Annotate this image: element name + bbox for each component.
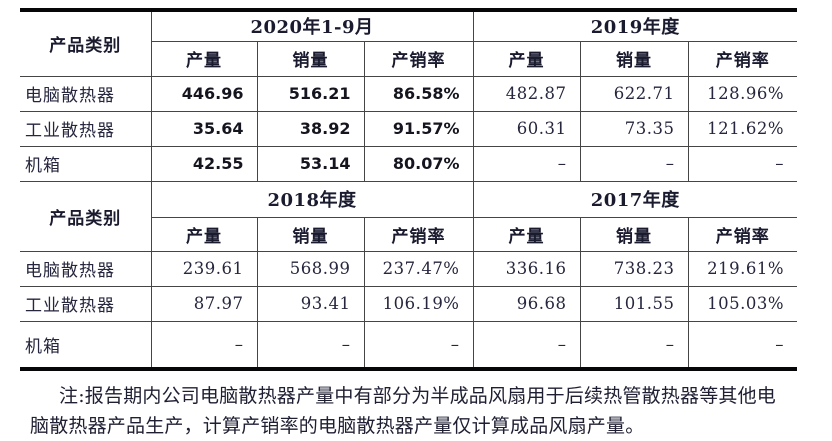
value-cell: 86.58% <box>363 75 474 112</box>
value-cell: 60.31 <box>472 110 581 147</box>
value-cell: 738.23 <box>579 250 689 287</box>
subheader-ratio: 产销率 <box>363 40 474 77</box>
value-cell: 482.87 <box>472 75 581 112</box>
value-cell: – <box>150 320 258 370</box>
value-cell: – <box>472 320 581 370</box>
table-row: 机箱 42.55 53.14 80.07% – – – <box>20 145 798 182</box>
value-cell: – <box>687 320 798 370</box>
value-cell: 237.47% <box>363 250 474 287</box>
value-cell: 219.61% <box>687 250 798 287</box>
category-cell: 机箱 <box>20 320 152 370</box>
table-header-row-periods-2: 产品类别 2018年度 2017年度 <box>20 180 798 252</box>
value-cell: – <box>472 145 581 182</box>
value-cell: – <box>363 320 474 370</box>
table-row: 机箱 – – – – – – <box>20 320 798 370</box>
table-row: 工业散热器 35.64 38.92 91.57% 60.31 73.35 121… <box>20 110 798 147</box>
value-cell: 446.96 <box>150 75 258 112</box>
category-cell: 机箱 <box>20 145 152 182</box>
subheader-sales: 销量 <box>579 40 689 77</box>
value-cell: – <box>579 145 689 182</box>
subheader-production: 产量 <box>151 216 258 252</box>
production-sales-table: 产品类别 2020年1-9月 2019年度 产量 销量 产销率 产量 销量 产销… <box>20 8 798 371</box>
subheader-production: 产量 <box>151 40 258 77</box>
value-cell: 105.03% <box>687 285 798 322</box>
period-header-2017: 2017年度 <box>472 180 798 218</box>
value-cell: 128.96% <box>687 75 798 112</box>
value-cell: 38.92 <box>256 110 365 147</box>
value-cell: 96.68 <box>472 285 581 322</box>
table-row: 电脑散热器 239.61 568.99 237.47% 336.16 738.2… <box>20 250 798 287</box>
subheader-ratio: 产销率 <box>363 216 474 252</box>
category-cell: 电脑散热器 <box>20 250 152 287</box>
table-header-row-metrics-2: 产量 销量 产销率 产量 销量 产销率 <box>20 216 798 252</box>
period-header-2019: 2019年度 <box>472 9 798 42</box>
value-cell: 121.62% <box>687 110 798 147</box>
value-cell: 516.21 <box>256 75 365 112</box>
footnote-line-2: 脑散热器产品生产，计算产销率的电脑散热器产量仅计算成品风扇产量。 <box>30 415 645 437</box>
value-cell: 239.61 <box>150 250 258 287</box>
table-row: 工业散热器 87.97 93.41 106.19% 96.68 101.55 1… <box>20 285 798 322</box>
value-cell: 42.55 <box>150 145 258 182</box>
subheader-sales: 销量 <box>579 216 689 252</box>
category-cell: 工业散热器 <box>20 110 152 147</box>
category-cell: 工业散热器 <box>20 285 152 322</box>
category-cell: 电脑散热器 <box>20 75 152 112</box>
value-cell: 101.55 <box>579 285 689 322</box>
table-row: 电脑散热器 446.96 516.21 86.58% 482.87 622.71… <box>20 75 798 112</box>
value-cell: 53.14 <box>256 145 365 182</box>
value-cell: 568.99 <box>256 250 365 287</box>
value-cell: 336.16 <box>472 250 581 287</box>
subheader-sales: 销量 <box>256 216 365 252</box>
value-cell: 622.71 <box>579 75 689 112</box>
value-cell: 80.07% <box>363 145 474 182</box>
subheader-sales: 销量 <box>256 40 365 77</box>
category-header-cell: 产品类别 <box>20 9 152 77</box>
value-cell: 106.19% <box>363 285 474 322</box>
subheader-production: 产量 <box>472 216 581 252</box>
table-header-row-periods-1: 产品类别 2020年1-9月 2019年度 <box>20 9 798 77</box>
subheader-production: 产量 <box>472 40 581 77</box>
value-cell: – <box>579 320 689 370</box>
value-cell: 91.57% <box>363 110 474 147</box>
subheader-ratio: 产销率 <box>687 40 798 77</box>
value-cell: – <box>256 320 365 370</box>
period-header-2020: 2020年1-9月 <box>150 9 474 42</box>
category-header-cell: 产品类别 <box>20 180 152 252</box>
value-cell: – <box>687 145 798 182</box>
value-cell: 73.35 <box>579 110 689 147</box>
value-cell: 93.41 <box>256 285 365 322</box>
footnote: 注:报告期内公司电脑散热器产量中有部分为半成品风扇用于后续热管散热器等其他电 脑… <box>30 381 812 441</box>
period-header-2018: 2018年度 <box>150 180 474 218</box>
footnote-line-1: 注:报告期内公司电脑散热器产量中有部分为半成品风扇用于后续热管散热器等其他电 <box>59 385 777 407</box>
value-cell: 87.97 <box>150 285 258 322</box>
value-cell: 35.64 <box>150 110 258 147</box>
subheader-ratio: 产销率 <box>687 216 798 252</box>
